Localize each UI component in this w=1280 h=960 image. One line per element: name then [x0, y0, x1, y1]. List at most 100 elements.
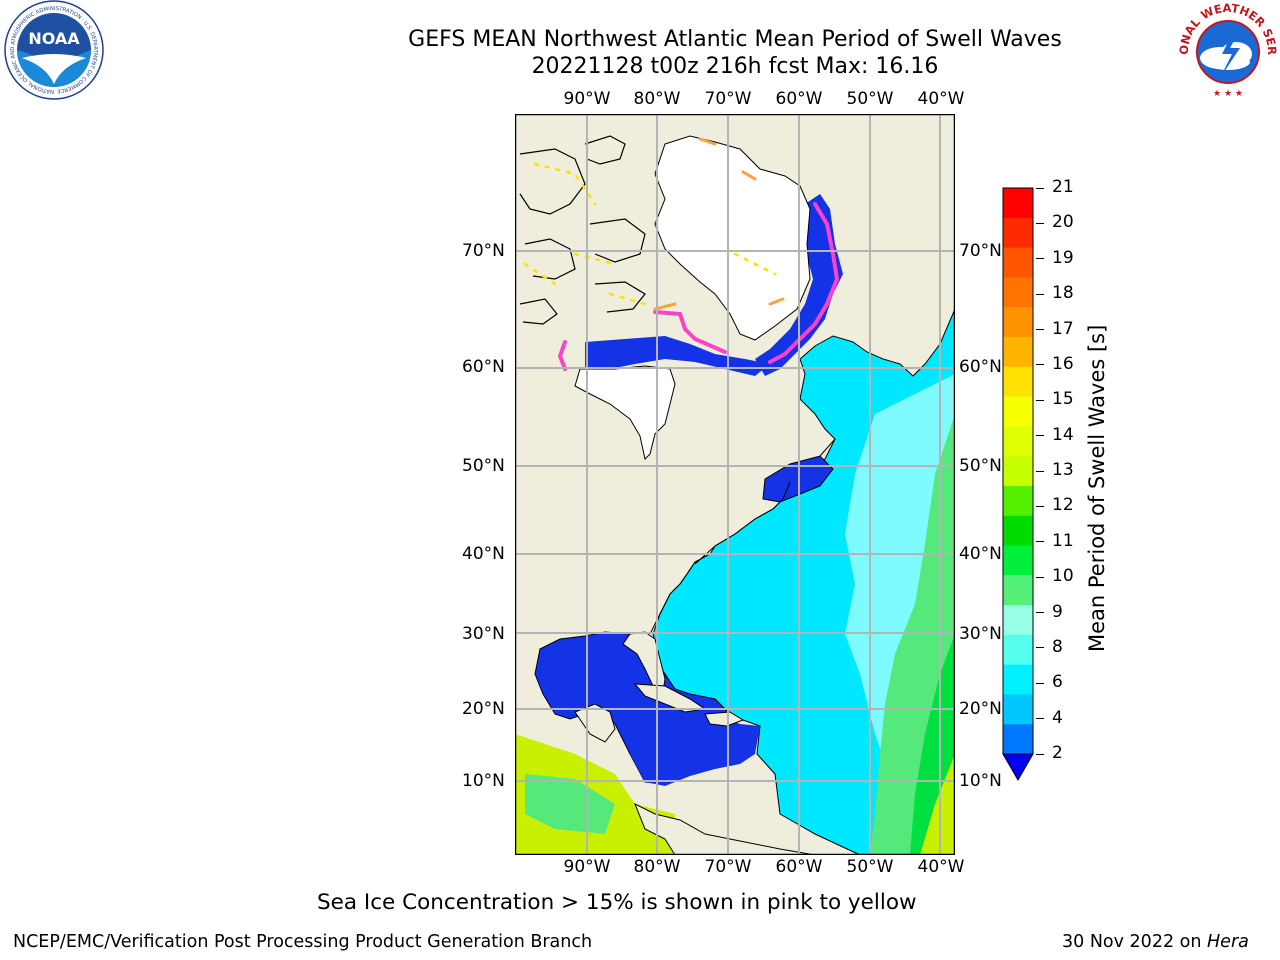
- colorbar-segment: [1003, 188, 1033, 219]
- colorbar-title: Mean Period of Swell Waves [s]: [1085, 324, 1109, 652]
- colorbar-segment: [1003, 664, 1033, 695]
- lat-label-left-30n: 30°N: [462, 624, 505, 644]
- colorbar-tick-mark: [1036, 718, 1044, 720]
- colorbar-segment: [1003, 366, 1033, 398]
- lon-label-bottom-40w: 40°W: [917, 857, 965, 877]
- ocean-yellowgreen-east: [920, 754, 955, 855]
- noaa-logo-text: NOAA: [28, 29, 80, 48]
- map-svg: [515, 114, 955, 855]
- lon-label-top-60w: 60°W: [775, 89, 823, 109]
- lat-label-left-50n: 50°N: [462, 456, 505, 476]
- colorbar-tick-label: 13: [1052, 460, 1074, 480]
- lat-label-right-40n: 40°N: [959, 544, 1002, 564]
- map-frame: [515, 114, 955, 855]
- colorbar-segment: [1003, 515, 1033, 546]
- colorbar-segment: [1003, 485, 1033, 517]
- footer-host: Hera: [1207, 932, 1249, 952]
- colorbar-tick-mark: [1036, 682, 1044, 684]
- colorbar-tick-label: 11: [1052, 530, 1074, 551]
- colorbar-svg: [1002, 187, 1034, 782]
- baffin-bay: [654, 135, 811, 341]
- lat-label-right-30n: 30°N: [959, 624, 1002, 644]
- colorbar-tick-label: 15: [1052, 389, 1074, 410]
- colorbar-tick-mark: [1036, 329, 1044, 330]
- colorbar-tick-mark: [1036, 576, 1044, 578]
- lat-label-right-50n: 50°N: [959, 456, 1002, 476]
- colorbar-tick-mark: [1036, 541, 1044, 543]
- colorbar-tick-label: 12: [1052, 495, 1074, 516]
- lon-label-top-90w: 90°W: [563, 89, 611, 109]
- nws-logo-stars: ★ ★ ★: [1213, 89, 1243, 99]
- colorbar-tick-mark: [1036, 505, 1044, 507]
- footer-right: 30 Nov 2022 on Hera: [1062, 932, 1249, 952]
- map-panel: [515, 114, 955, 855]
- lat-label-left-70n: 70°N: [462, 241, 505, 261]
- lat-label-left-20n: 20°N: [462, 699, 505, 719]
- colorbar-tick-label: 9: [1052, 601, 1063, 622]
- colorbar-segment: [1003, 456, 1033, 487]
- lon-label-bottom-60w: 60°W: [775, 857, 823, 877]
- hispaniola: [704, 711, 745, 727]
- colorbar-tick-label: 6: [1052, 672, 1063, 693]
- nws-logo: NATIONAL WEATHER SERVICE ★ ★ ★: [1171, 0, 1280, 100]
- colorbar-segment: [1003, 277, 1033, 308]
- footer-date: 30 Nov 2022 on: [1062, 932, 1208, 952]
- lat-label-right-60n: 60°N: [959, 357, 1002, 377]
- colorbar-segment: [1003, 575, 1033, 606]
- colorbar-segment: [1003, 247, 1033, 278]
- colorbar-tick-mark: [1036, 187, 1044, 189]
- sea-ice-fringe: [557, 202, 840, 371]
- lon-label-bottom-50w: 50°W: [846, 857, 894, 877]
- labrador-sea: [755, 194, 843, 376]
- hudson-strait: [585, 336, 770, 376]
- sa-coastal-ocean-green: [525, 774, 615, 834]
- colorbar-tick-label: 19: [1052, 247, 1074, 268]
- lat-label-right-10n: 10°N: [959, 771, 1002, 791]
- colorbar-tick-mark: [1036, 258, 1044, 260]
- colorbar-segment: [1003, 396, 1033, 427]
- lon-label-top-80w: 80°W: [633, 89, 681, 109]
- colorbar-tick-mark: [1036, 470, 1044, 472]
- lat-label-left-60n: 60°N: [462, 357, 505, 377]
- chart-title-line1: GEFS MEAN Northwest Atlantic Mean Period…: [408, 27, 1062, 52]
- colorbar-frame: [1002, 187, 1034, 755]
- chart-title-line2: 20221128 t00z 216h fcst Max: 16.16: [531, 54, 939, 79]
- colorbar-tick-mark: [1036, 293, 1044, 295]
- newfoundland-coast: [649, 438, 836, 635]
- lon-label-top-40w: 40°W: [917, 89, 965, 109]
- lon-label-bottom-90w: 90°W: [563, 857, 611, 877]
- colorbar-tick-label: 2: [1052, 743, 1063, 763]
- colorbar-segment: [1003, 694, 1033, 725]
- colorbar-tick-mark: [1036, 612, 1044, 613]
- south-america: [634, 802, 816, 855]
- colorbar-tick-label: 20: [1052, 212, 1074, 233]
- lon-label-top-50w: 50°W: [846, 89, 894, 109]
- lon-label-top-70w: 70°W: [704, 89, 752, 109]
- colorbar-tick-label: 10: [1052, 566, 1074, 587]
- colorbar-segment: [1003, 336, 1033, 368]
- colorbar-tick-mark: [1036, 753, 1044, 755]
- lon-label-bottom-70w: 70°W: [704, 857, 752, 877]
- colorbar-segment: [1003, 217, 1033, 249]
- colorbar-segment: [1003, 724, 1033, 755]
- graticule: [515, 114, 955, 855]
- colorbar-tick-label: 4: [1052, 707, 1063, 728]
- colorbar-tick-mark: [1036, 435, 1044, 437]
- lat-label-left-10n: 10°N: [462, 771, 505, 791]
- lon-label-bottom-80w: 80°W: [633, 857, 681, 877]
- colorbar-segment: [1003, 634, 1033, 666]
- lat-label-right-20n: 20°N: [959, 699, 1002, 719]
- colorbar-tick-mark: [1036, 399, 1044, 401]
- colorbar-segment: [1003, 605, 1033, 636]
- cuba: [633, 683, 707, 713]
- colorbar-segment: [1003, 307, 1033, 338]
- footer-left: NCEP/EMC/Verification Post Processing Pr…: [13, 932, 593, 952]
- colorbar-segment: [1003, 545, 1033, 576]
- colorbar-extension: [1002, 753, 1034, 782]
- colorbar-tick-label: 8: [1052, 636, 1063, 657]
- arctic-islands: [519, 135, 646, 325]
- colorbar-tick-label: 18: [1052, 283, 1074, 304]
- colorbar-tick-mark: [1036, 364, 1044, 366]
- yucatan: [574, 703, 616, 743]
- colorbar-tick-label: 21: [1052, 177, 1074, 197]
